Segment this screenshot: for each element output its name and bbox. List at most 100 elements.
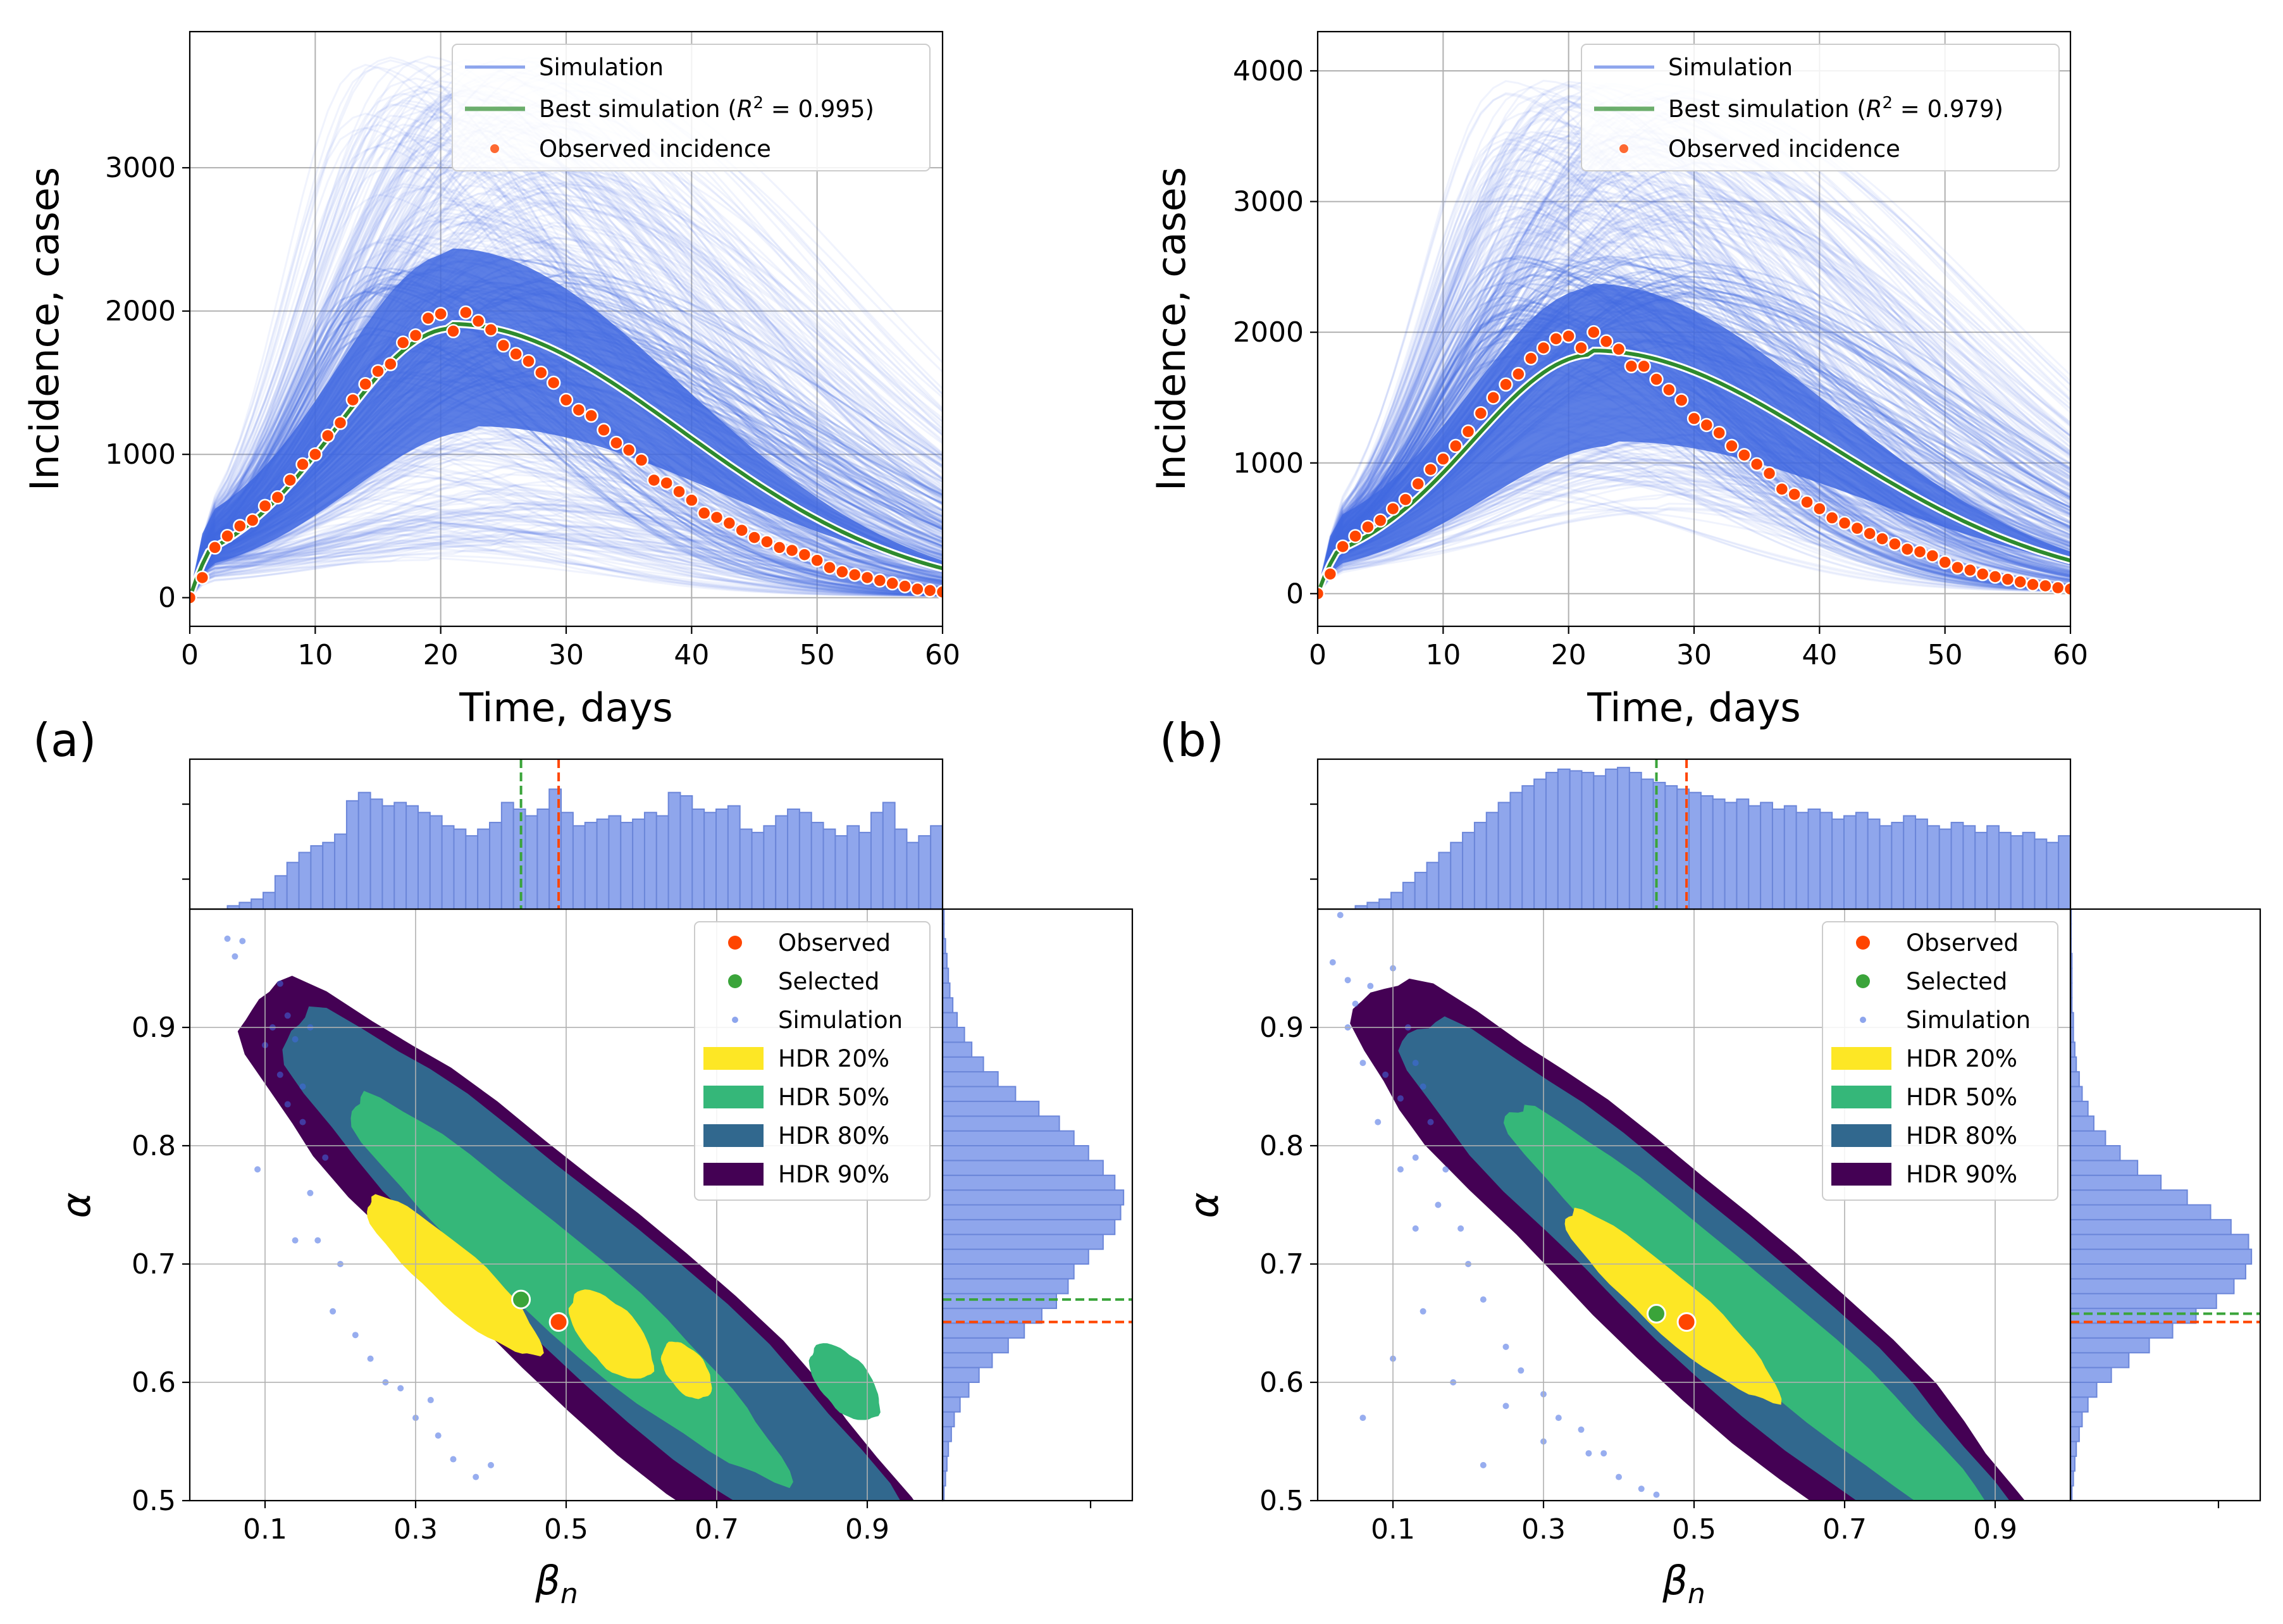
observed-point [1800, 495, 1814, 509]
simulation-curve [1318, 133, 2070, 594]
simulation-curve [1318, 159, 2070, 594]
observed-point [345, 392, 361, 407]
simulation-curve [190, 538, 943, 598]
simulation-curve [1318, 474, 2070, 595]
x-tick-label: 0.3 [393, 1513, 438, 1546]
observed-point [295, 457, 310, 472]
simulation-point [322, 1154, 329, 1161]
plot-area [1329, 912, 2025, 1501]
simulation-curve [190, 144, 943, 598]
histogram-bar [2070, 1248, 2253, 1265]
simulation-curve [1318, 199, 2070, 594]
simulation-curve [190, 115, 943, 598]
observed-point [2026, 577, 2040, 592]
x-tick-label: 0 [1309, 639, 1327, 671]
panel-a-incidence-chart: 0 10 20 30 40 50 60 0 1000 2000 3000 [105, 30, 960, 671]
observed-point [621, 443, 636, 457]
plot-area [1318, 80, 2070, 601]
histogram-bar [1366, 902, 1380, 910]
observed-point [1398, 492, 1413, 507]
histogram-bar [942, 1411, 955, 1428]
histogram-bar [1462, 831, 1475, 910]
histogram-bar [2070, 1263, 2246, 1280]
observed-point [1862, 526, 1877, 541]
observed-point [1724, 438, 1739, 454]
simulation-curve [1318, 493, 2070, 595]
histogram-bar [942, 1071, 999, 1088]
x-tick-label: 50 [800, 639, 835, 671]
simulation-point [284, 1101, 291, 1108]
simulation-curve [190, 138, 943, 598]
observed-point [1611, 342, 1626, 357]
simulation-curve [1318, 172, 2070, 594]
histogram-bar [942, 1027, 965, 1043]
histogram-bar [2070, 1086, 2083, 1102]
histogram-bar [2070, 1292, 2217, 1310]
histogram-bar [238, 902, 252, 910]
histogram-bar [715, 809, 729, 910]
simulation-curve [190, 527, 943, 598]
observed-point [597, 423, 611, 437]
legend-hdr-20: HDR 20% [1906, 1045, 2017, 1072]
observed-point [496, 338, 511, 353]
legend-hdr-80: HDR 80% [1906, 1122, 2017, 1150]
histogram-bar [1760, 802, 1773, 910]
panel-label-b: (b) [1160, 714, 1224, 767]
histogram-bar [775, 815, 789, 910]
simulation-curve [1318, 455, 2070, 595]
selected-point [511, 1289, 531, 1310]
histogram-bar [393, 802, 407, 910]
simulation-point [330, 1308, 337, 1315]
observed-point [1423, 462, 1438, 477]
simulation-curve [1318, 462, 2070, 594]
x-tick-label: 20 [423, 639, 459, 671]
a-top-ylabel: Incidence, cases [22, 167, 68, 491]
histogram-bar [846, 825, 860, 910]
simulation-point [276, 980, 283, 987]
histogram-bar [942, 1396, 961, 1413]
y-tick-label: 1000 [105, 438, 176, 471]
histogram-bar [1938, 828, 1952, 910]
simulation-point [1397, 1095, 1404, 1102]
simulation-point [352, 1332, 359, 1339]
y-tick-label: 0.9 [132, 1012, 176, 1044]
simulation-curve [190, 506, 943, 598]
histogram-bar [1557, 768, 1571, 910]
x-tick-label: 0 [181, 639, 199, 671]
y-tick-label: 0.6 [1259, 1367, 1304, 1399]
simulation-curve [1318, 456, 2070, 595]
simulation-curve [190, 452, 943, 598]
simulation-curve [1318, 163, 2070, 594]
simulation-curve [1318, 86, 2070, 594]
simulation-point [224, 935, 231, 942]
legend-hdr-90: HDR 90% [778, 1161, 889, 1188]
b-top-xlabel: Time, days [1587, 685, 1801, 731]
histogram-bar [643, 812, 657, 910]
observed-point [772, 540, 787, 555]
histogram-bar [2070, 1367, 2112, 1383]
simulation-curve [190, 514, 943, 598]
simulation-point [1344, 977, 1351, 984]
observed-point [1587, 325, 1601, 340]
histogram-bar [1879, 825, 1893, 910]
histogram-bar [942, 982, 951, 999]
histogram-bar [251, 898, 264, 910]
observed-point [835, 564, 850, 580]
legend-observed: Observed [1906, 929, 2019, 957]
simulation-curve [1318, 497, 2070, 595]
observed-point [2000, 572, 2015, 586]
simulation-curve [1318, 178, 2070, 594]
simulation-curve [190, 167, 943, 598]
observed-point [847, 567, 862, 582]
simulation-curve [1318, 156, 2070, 594]
simulation-point [1442, 1166, 1449, 1173]
histogram-bar [1414, 872, 1428, 910]
histogram-bar [691, 809, 705, 910]
simulation-curve [190, 106, 943, 598]
x-tick-label: 0.5 [544, 1513, 588, 1546]
simulation-curve [1318, 190, 2070, 594]
plot-area [224, 935, 915, 1501]
simulation-curve [190, 502, 943, 598]
histogram-bar [1640, 778, 1654, 910]
x-tick-label: 0.5 [1672, 1513, 1716, 1546]
